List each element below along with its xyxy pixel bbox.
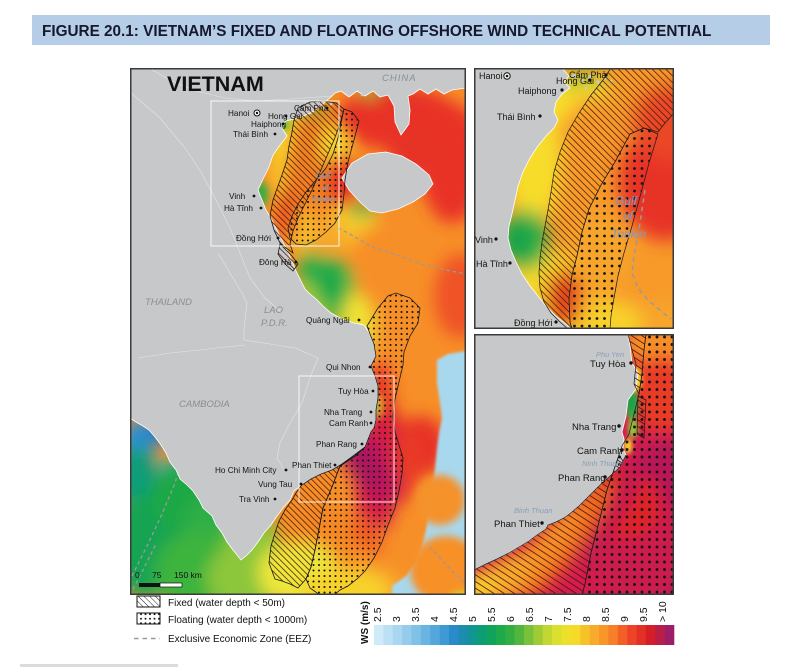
svg-text:5.5: 5.5 [486, 607, 498, 622]
svg-text:Hong Gai: Hong Gai [556, 76, 594, 86]
svg-text:4: 4 [429, 616, 441, 622]
svg-text:2.5: 2.5 [372, 607, 384, 622]
svg-text:Hà Tĩnh: Hà Tĩnh [224, 204, 253, 213]
svg-text:Hà Tĩnh: Hà Tĩnh [476, 259, 508, 269]
svg-text:Vinh: Vinh [229, 192, 246, 201]
svg-text:Phan Rang: Phan Rang [316, 440, 357, 449]
svg-text:6.5: 6.5 [524, 607, 536, 622]
svg-text:LAO: LAO [264, 305, 284, 316]
svg-text:Vinh: Vinh [475, 235, 493, 245]
svg-text:Thái Bình: Thái Bình [497, 112, 536, 122]
svg-text:Cam Ranh: Cam Ranh [577, 446, 622, 457]
svg-text:Nha Trang: Nha Trang [572, 422, 616, 433]
svg-text:4.5: 4.5 [448, 607, 460, 622]
svg-text:Binh Thuan: Binh Thuan [514, 506, 552, 515]
svg-text:of: of [322, 183, 329, 192]
svg-text:Qui Nhon: Qui Nhon [326, 363, 361, 372]
svg-text:Phan Rang: Phan Rang [558, 473, 606, 484]
svg-text:75: 75 [152, 570, 162, 580]
svg-text:Phu Yen: Phu Yen [596, 350, 624, 359]
svg-text:Tuy Hòa: Tuy Hòa [590, 359, 626, 370]
svg-text:9.5: 9.5 [638, 607, 650, 622]
svg-text:Ho Chi Minh City: Ho Chi Minh City [215, 466, 277, 475]
svg-text:Fixed (water depth < 50m): Fixed (water depth < 50m) [168, 598, 285, 609]
svg-text:Hanoi: Hanoi [228, 109, 250, 118]
svg-text:THAILAND: THAILAND [145, 297, 192, 308]
svg-text:Tra Vinh: Tra Vinh [239, 495, 270, 504]
svg-text:CAMBODIA: CAMBODIA [179, 399, 230, 410]
svg-text:Vung Tau: Vung Tau [258, 480, 293, 489]
svg-text:5: 5 [467, 616, 479, 622]
svg-text:Cẩm Phả: Cẩm Phả [569, 70, 607, 80]
svg-text:CHINA: CHINA [382, 73, 417, 84]
svg-text:Hanoi: Hanoi [479, 71, 503, 81]
svg-text:0: 0 [135, 570, 140, 580]
svg-text:Đồng Hới: Đồng Hới [514, 318, 552, 328]
svg-text:Tonkin: Tonkin [611, 227, 646, 241]
svg-text:Gulf: Gulf [316, 171, 331, 180]
svg-text:7: 7 [543, 616, 555, 622]
svg-text:Thái Bình: Thái Bình [233, 130, 268, 139]
svg-text:VIETNAM: VIETNAM [167, 72, 264, 96]
svg-text:> 10: > 10 [657, 601, 669, 622]
svg-text:8.5: 8.5 [600, 607, 612, 622]
svg-text:Quảng Ngãi: Quảng Ngãi [306, 316, 350, 325]
svg-text:Tuy Hòa: Tuy Hòa [338, 387, 369, 396]
svg-text:3: 3 [391, 616, 403, 622]
svg-text:Tonkin: Tonkin [311, 195, 335, 204]
svg-text:Exclusive Economic Zone (EEZ): Exclusive Economic Zone (EEZ) [168, 634, 311, 645]
svg-text:7.5: 7.5 [562, 607, 574, 622]
svg-text:Đồng Hới: Đồng Hới [236, 234, 271, 243]
svg-text:Cẩm Phả: Cẩm Phả [294, 103, 329, 113]
svg-text:of: of [623, 209, 635, 223]
svg-text:Ninh Thuan: Ninh Thuan [582, 459, 621, 468]
svg-text:3.5: 3.5 [410, 607, 422, 622]
svg-text:Nha Trang: Nha Trang [324, 408, 363, 417]
svg-text:Haiphong: Haiphong [518, 86, 557, 96]
svg-text:Floating (water depth < 1000m): Floating (water depth < 1000m) [168, 615, 307, 626]
svg-text:Gulf: Gulf [615, 194, 639, 208]
svg-text:P.D.R.: P.D.R. [261, 318, 288, 329]
svg-text:6: 6 [505, 616, 517, 622]
svg-text:WS (m/s): WS (m/s) [360, 601, 371, 644]
svg-text:9: 9 [619, 616, 631, 622]
svg-text:Haiphong: Haiphong [251, 120, 286, 129]
svg-text:Đông Hà: Đông Hà [259, 258, 292, 267]
svg-text:Cam Ranh: Cam Ranh [329, 419, 369, 428]
svg-text:Phan Thiet: Phan Thiet [494, 519, 540, 530]
svg-text:8: 8 [581, 616, 593, 622]
svg-text:Phan Thiet: Phan Thiet [292, 461, 332, 470]
svg-text:150 km: 150 km [174, 570, 202, 580]
